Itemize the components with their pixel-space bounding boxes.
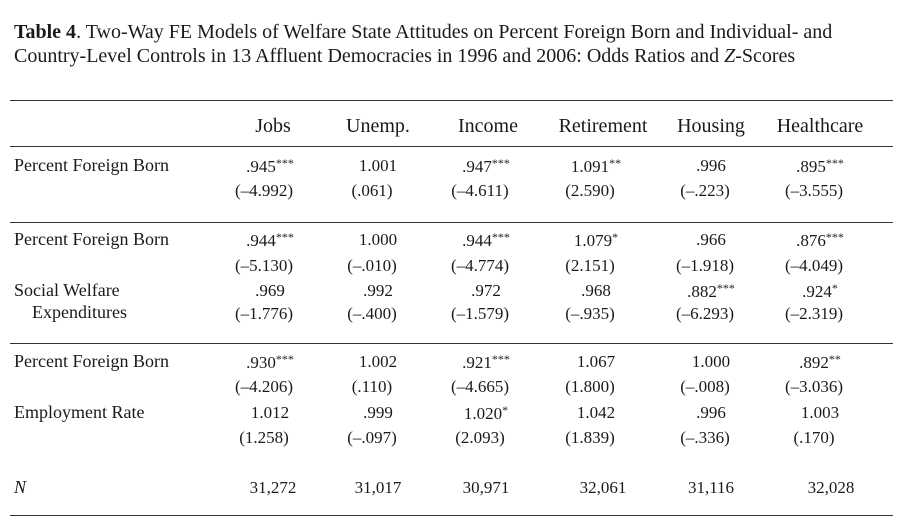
odds-ratio-cell: 1.091** — [570, 156, 622, 176]
z-score-cell: (–.010) — [347, 256, 397, 275]
odds-ratio-cell: .992 — [363, 281, 393, 300]
z-score-cell: (2.151) — [565, 256, 615, 275]
odds-ratio-cell: .944*** — [462, 230, 510, 250]
odds-ratio-cell: .921*** — [462, 352, 510, 372]
n-cell: 31,272 — [249, 478, 297, 497]
n-cell: 30,971 — [462, 478, 510, 497]
odds-ratio-cell: 1.020* — [463, 403, 509, 423]
z-score-cell: (–.336) — [680, 428, 730, 447]
odds-ratio-cell: .972 — [471, 281, 501, 300]
z-score-cell: (–4.665) — [450, 377, 510, 396]
top-rule — [10, 100, 893, 101]
row-label: Percent Foreign Born — [14, 155, 169, 175]
row-label: Percent Foreign Born — [14, 351, 169, 371]
odds-ratio-cell: .892** — [799, 352, 841, 372]
n-cell: 31,116 — [687, 478, 735, 497]
column-header-housing: Housing — [677, 115, 745, 137]
header-rule — [10, 146, 893, 147]
odds-ratio-cell: .947*** — [462, 156, 510, 176]
n-cell: 32,061 — [579, 478, 627, 497]
odds-ratio-cell: 1.000 — [691, 352, 731, 371]
z-score-cell: (–4.611) — [451, 181, 509, 200]
z-score-cell: (.170) — [793, 428, 835, 447]
odds-ratio-cell: .968 — [581, 281, 611, 300]
odds-ratio-cell: .969 — [255, 281, 285, 300]
odds-ratio-cell: .996 — [696, 403, 726, 422]
odds-ratio-cell: .924* — [802, 281, 838, 301]
row-label: Percent Foreign Born — [14, 229, 169, 249]
column-header-income: Income — [458, 115, 518, 137]
odds-ratio-cell: 1.002 — [358, 352, 398, 371]
z-score-cell: (–6.293) — [675, 304, 735, 323]
n-cell: 32,028 — [807, 478, 855, 497]
z-score-cell: (–.400) — [347, 304, 397, 323]
z-score-cell: (–4.774) — [450, 256, 510, 275]
panel-1-rule — [10, 222, 893, 223]
row-label: Employment Rate — [14, 402, 145, 422]
panel-2-rule — [10, 343, 893, 344]
odds-ratio-cell: 1.079* — [573, 230, 619, 250]
caption-text: . Two-Way FE Models of Welfare State Att… — [14, 21, 833, 67]
z-score-cell: (–.223) — [680, 181, 730, 200]
odds-ratio-cell: .996 — [696, 156, 726, 175]
z-score-cell: (–.097) — [347, 428, 397, 447]
row-label: Social Welfare — [14, 280, 120, 300]
odds-ratio-cell: 1.000 — [358, 230, 398, 249]
bottom-rule — [10, 515, 893, 516]
z-score-cell: (–5.130) — [234, 256, 294, 275]
z-score-cell: (1.258) — [239, 428, 289, 447]
n-label: N — [14, 477, 27, 497]
odds-ratio-cell: .895*** — [796, 156, 844, 176]
row-label-continued: Expenditures — [32, 302, 127, 322]
odds-ratio-cell: .882*** — [687, 281, 735, 301]
z-score-cell: (1.839) — [565, 428, 615, 447]
odds-ratio-cell: 1.001 — [358, 156, 398, 175]
odds-ratio-cell: .966 — [696, 230, 726, 249]
z-score-cell: (2.093) — [455, 428, 505, 447]
z-score-cell: (–4.992) — [234, 181, 294, 200]
z-score-cell: (.061) — [351, 181, 393, 200]
odds-ratio-cell: 1.003 — [800, 403, 840, 422]
z-score-cell: (2.590) — [565, 181, 615, 200]
column-header-retirement: Retirement — [558, 115, 648, 137]
z-score-cell: (–3.036) — [784, 377, 844, 396]
z-score-cell: (–1.776) — [234, 304, 294, 323]
column-header-healthcare: Healthcare — [776, 115, 864, 137]
z-score-cell: (–.008) — [680, 377, 730, 396]
z-score-cell: (–2.319) — [784, 304, 844, 323]
z-score-cell: (–4.049) — [784, 256, 844, 275]
odds-ratio-cell: .945*** — [246, 156, 294, 176]
caption-text-end: -Scores — [735, 45, 796, 67]
odds-ratio-cell: 1.012 — [250, 403, 290, 422]
z-score-cell: (.110) — [351, 377, 393, 396]
odds-ratio-cell: 1.042 — [576, 403, 616, 422]
column-header-unemp: Unemp. — [346, 115, 410, 137]
z-score-cell: (–3.555) — [784, 181, 844, 200]
z-score-cell: (–1.918) — [675, 256, 735, 275]
odds-ratio-cell: .876*** — [796, 230, 844, 250]
n-cell: 31,017 — [354, 478, 402, 497]
table-label: Table 4 — [14, 21, 77, 43]
odds-ratio-cell: 1.067 — [576, 352, 616, 371]
z-score-cell: (–.935) — [565, 304, 615, 323]
column-header-jobs: Jobs — [255, 115, 291, 137]
z-score-cell: (–1.579) — [450, 304, 510, 323]
odds-ratio-cell: .999 — [363, 403, 393, 422]
z-score-cell: (1.800) — [565, 377, 615, 396]
odds-ratio-cell: .944*** — [246, 230, 294, 250]
table-caption: Table 4. Two-Way FE Models of Welfare St… — [14, 20, 894, 68]
z-score-cell: (–4.206) — [234, 377, 294, 396]
caption-italic: Z — [724, 45, 736, 67]
odds-ratio-cell: .930*** — [246, 352, 294, 372]
